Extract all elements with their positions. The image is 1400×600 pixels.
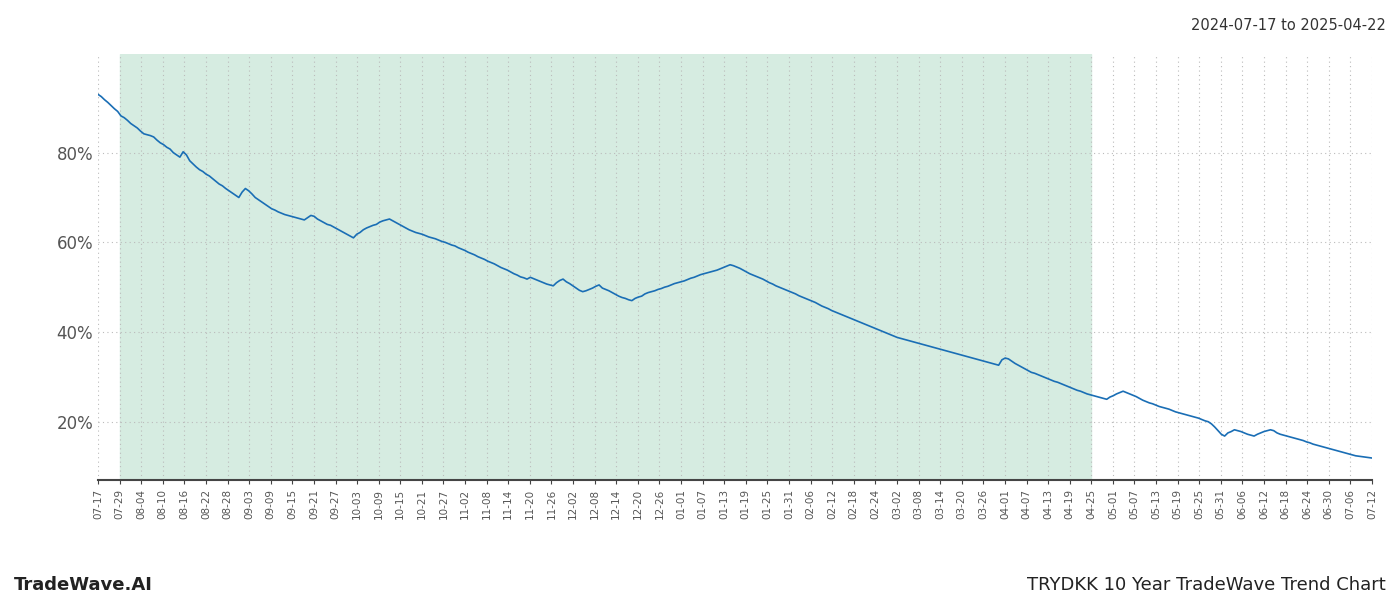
Text: 2024-07-17 to 2025-04-22: 2024-07-17 to 2025-04-22 — [1191, 18, 1386, 33]
Bar — [119, 54, 1091, 480]
Text: TRYDKK 10 Year TradeWave Trend Chart: TRYDKK 10 Year TradeWave Trend Chart — [1028, 576, 1386, 594]
Text: TradeWave.AI: TradeWave.AI — [14, 576, 153, 594]
